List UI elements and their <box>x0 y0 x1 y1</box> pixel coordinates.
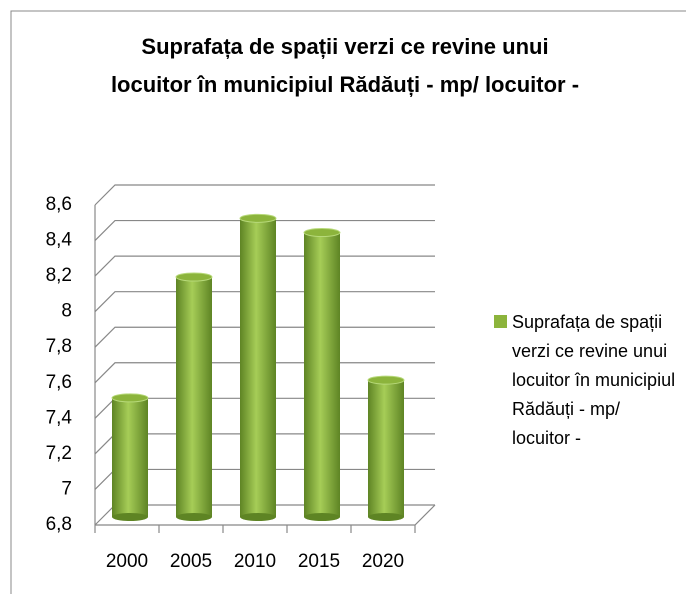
bar <box>239 213 277 521</box>
bar-body <box>240 218 276 518</box>
bar-top <box>175 272 213 282</box>
bar-top <box>111 393 149 403</box>
x-tick-label: 2005 <box>170 551 212 572</box>
y-tick-label: 7,6 <box>46 372 72 393</box>
bar <box>111 393 149 521</box>
x-tick-label: 2020 <box>362 551 404 572</box>
bar-top <box>239 213 277 223</box>
bar-base <box>176 513 212 521</box>
bar-base <box>240 513 276 521</box>
legend-label: Suprafața de spații verzi ce revine unui… <box>512 312 676 448</box>
title-box: Suprafața de spații verzi ce revine unui… <box>110 34 580 97</box>
x-tick-label: 2000 <box>106 551 148 572</box>
y-tick-label: 7 <box>61 478 72 499</box>
x-tick-label: 2015 <box>298 551 340 572</box>
bar-body <box>304 232 340 518</box>
y-tick-label: 8,2 <box>46 265 72 286</box>
bar <box>303 228 341 521</box>
y-tick-label: 8,6 <box>46 194 72 215</box>
y-tick-label: 6,8 <box>46 514 72 535</box>
bar-body <box>176 277 212 517</box>
chart-title: Suprafața de spații verzi ce revine unui… <box>110 34 580 97</box>
grid-line <box>94 219 435 241</box>
bar-base <box>304 513 340 521</box>
y-tick-label: 7,8 <box>46 336 72 357</box>
bar-top <box>303 228 341 238</box>
bar-base <box>112 513 148 521</box>
legend-swatch <box>494 315 507 328</box>
x-tick-label: 2010 <box>234 551 276 572</box>
y-tick-label: 7,4 <box>46 407 73 428</box>
bar <box>367 375 405 521</box>
bar-body <box>112 397 148 517</box>
legend: Suprafața de spații verzi ce revine unui… <box>494 312 676 448</box>
y-tick-label: 7,2 <box>46 443 72 464</box>
y-tick-label: 8 <box>61 301 72 322</box>
bar-body <box>368 380 404 517</box>
y-tick-label: 8,4 <box>46 230 73 251</box>
legend-box: Suprafața de spații verzi ce revine unui… <box>512 312 676 448</box>
grid-line <box>94 184 435 206</box>
bar-top <box>367 375 405 385</box>
bar <box>175 272 213 521</box>
bar-base <box>368 513 404 521</box>
